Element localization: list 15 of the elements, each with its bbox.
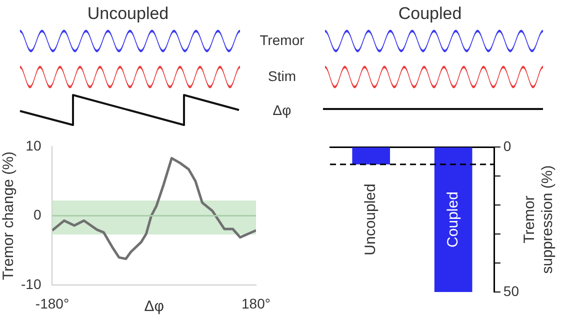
y-tick-label: 10: [26, 137, 42, 154]
text: Stim: [268, 68, 296, 84]
text: Uncoupled: [87, 4, 169, 24]
x-tick-label: 180°: [242, 295, 270, 312]
y-tick-label: 0: [33, 206, 42, 223]
y-tick-label: 50: [503, 282, 520, 299]
y-axis-title: Tremor change (%): [0, 151, 18, 280]
x-tick-label: -180°: [35, 295, 70, 312]
text: Coupled: [398, 4, 462, 24]
x-axis-title: Δφ: [144, 298, 164, 316]
text: Δφ: [272, 102, 292, 118]
y-axis-title: Tremor suppression (%): [521, 165, 556, 274]
y-tick-label: -10: [21, 276, 42, 292]
text: Tremor: [260, 32, 304, 48]
y-tick-label: 0: [503, 138, 512, 154]
